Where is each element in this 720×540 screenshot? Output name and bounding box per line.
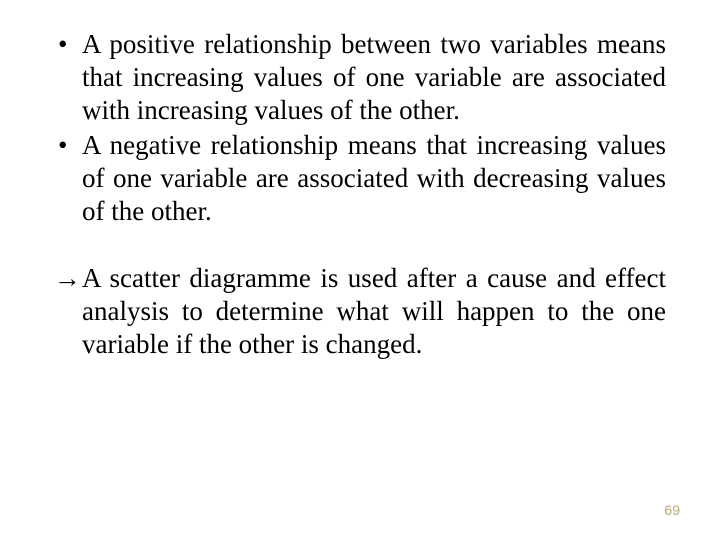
arrow-marker-icon: → (54, 262, 82, 361)
bullet-marker: • (54, 129, 82, 228)
slide-container: • A positive relationship between two va… (0, 0, 720, 540)
bullet-item: • A positive relationship between two va… (54, 28, 666, 127)
bullet-text: A negative relationship means that incre… (82, 129, 666, 228)
page-number: 69 (664, 502, 680, 518)
bullet-marker: • (54, 28, 82, 127)
arrow-item: → A scatter diagramme is used after a ca… (54, 262, 666, 361)
bullet-item: • A negative relationship means that inc… (54, 129, 666, 228)
arrow-text: A scatter diagramme is used after a caus… (82, 262, 666, 361)
bullet-text: A positive relationship between two vari… (82, 28, 666, 127)
slide-content: • A positive relationship between two va… (54, 28, 666, 360)
